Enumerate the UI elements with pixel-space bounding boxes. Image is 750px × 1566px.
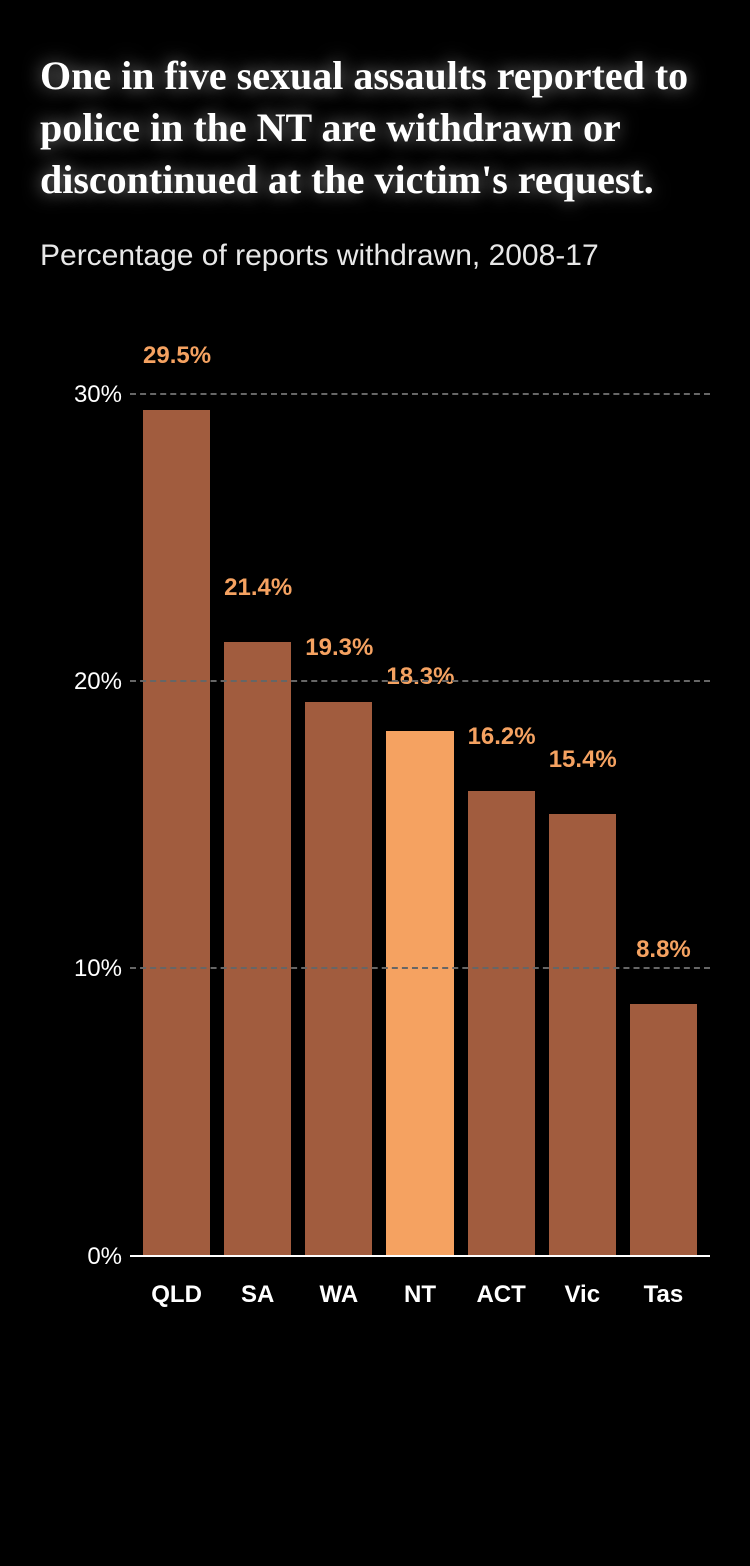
chart-subtitle: Percentage of reports withdrawn, 2008-17 [40, 236, 710, 277]
bar-value-label: 16.2% [468, 723, 535, 757]
x-axis-labels: QLD SA WA NT ACT Vic Tas [130, 1267, 710, 1317]
bar [630, 1004, 697, 1257]
bar [468, 791, 535, 1256]
bar-wrap: 29.5% [143, 367, 210, 1257]
bar-value-label: 15.4% [549, 746, 616, 780]
y-tick-label: 10% [74, 955, 122, 983]
chart-container: One in five sexual assaults reported to … [0, 0, 750, 1357]
bar-wrap: 18.3% [386, 367, 453, 1257]
bar [143, 410, 210, 1257]
bar-wrap: 15.4% [549, 367, 616, 1257]
chart-area: 29.5% 21.4% 19.3% 18.3% 16.2% 15.4% 8.8% QLD SA… [60, 367, 710, 1317]
bar-value-label: 29.5% [143, 342, 210, 376]
gridline [130, 967, 710, 969]
chart-title: One in five sexual assaults reported to … [40, 50, 710, 206]
x-tick-label: ACT [468, 1267, 535, 1317]
y-tick-label: 0% [87, 1243, 122, 1271]
bar [386, 731, 453, 1256]
plot-region: 29.5% 21.4% 19.3% 18.3% 16.2% 15.4% 8.8% [130, 367, 710, 1257]
x-tick-label: WA [305, 1267, 372, 1317]
gridline [130, 680, 710, 682]
bar [305, 702, 372, 1256]
gridline [130, 393, 710, 395]
bar-wrap: 19.3% [305, 367, 372, 1257]
x-axis-line [130, 1255, 710, 1257]
bar [224, 642, 291, 1256]
bar [549, 814, 616, 1256]
bar-wrap: 16.2% [468, 367, 535, 1257]
bar-value-label: 8.8% [630, 936, 697, 970]
bar-wrap: 21.4% [224, 367, 291, 1257]
bars-group: 29.5% 21.4% 19.3% 18.3% 16.2% 15.4% 8.8% [130, 367, 710, 1257]
y-tick-label: 30% [74, 381, 122, 409]
x-tick-label: SA [224, 1267, 291, 1317]
bar-value-label: 19.3% [305, 634, 372, 668]
x-tick-label: NT [386, 1267, 453, 1317]
bar-value-label: 21.4% [224, 574, 291, 608]
x-tick-label: QLD [143, 1267, 210, 1317]
y-tick-label: 20% [74, 668, 122, 696]
x-tick-label: Tas [630, 1267, 697, 1317]
x-tick-label: Vic [549, 1267, 616, 1317]
bar-wrap: 8.8% [630, 367, 697, 1257]
